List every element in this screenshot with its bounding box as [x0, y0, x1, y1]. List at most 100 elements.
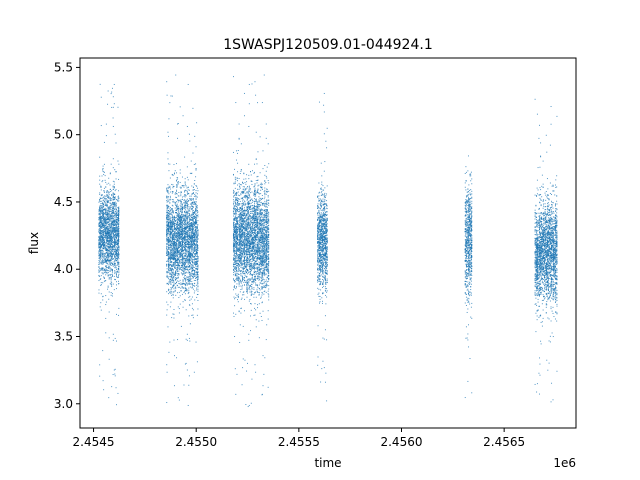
- data-point: [108, 253, 110, 255]
- data-point: [180, 208, 182, 210]
- data-point: [173, 254, 175, 256]
- data-point: [168, 264, 170, 266]
- data-point: [195, 221, 197, 223]
- data-point: [104, 280, 106, 282]
- data-point: [101, 175, 103, 177]
- data-point: [192, 212, 194, 214]
- data-point: [178, 224, 180, 226]
- data-point: [190, 217, 192, 219]
- data-point: [171, 225, 173, 227]
- data-point: [118, 213, 120, 215]
- data-point: [177, 267, 179, 269]
- data-point: [177, 243, 179, 245]
- data-point: [171, 260, 173, 262]
- data-point: [105, 269, 107, 271]
- data-point: [102, 267, 104, 269]
- data-point: [180, 208, 182, 210]
- data-point: [181, 206, 183, 208]
- data-point: [167, 223, 169, 225]
- data-point: [191, 248, 193, 250]
- data-point: [167, 277, 169, 279]
- data-point: [105, 209, 107, 211]
- data-point: [180, 220, 182, 222]
- data-point: [105, 233, 107, 235]
- data-point: [100, 233, 102, 235]
- data-point: [177, 213, 179, 215]
- data-point: [188, 289, 190, 291]
- data-point: [98, 209, 100, 211]
- data-point: [189, 268, 191, 270]
- data-point: [192, 228, 194, 230]
- data-point: [171, 215, 173, 217]
- data-point: [183, 236, 185, 238]
- data-point: [166, 195, 168, 197]
- data-point: [168, 221, 170, 223]
- data-point: [110, 281, 112, 283]
- data-point: [178, 225, 180, 227]
- data-point: [194, 202, 196, 204]
- data-point: [166, 229, 168, 231]
- data-point: [187, 259, 189, 261]
- data-point: [177, 251, 179, 253]
- data-point: [171, 245, 173, 247]
- data-point: [189, 237, 191, 239]
- data-point: [98, 222, 100, 224]
- data-point: [101, 268, 103, 270]
- data-point: [100, 185, 102, 187]
- data-point: [187, 247, 189, 249]
- data-point: [114, 219, 116, 221]
- data-point: [169, 239, 171, 241]
- data-point: [196, 242, 198, 244]
- data-point: [175, 256, 177, 258]
- data-point: [170, 213, 172, 215]
- data-point: [117, 227, 119, 229]
- data-point: [184, 279, 186, 281]
- data-point: [173, 284, 175, 286]
- data-point: [177, 251, 179, 253]
- data-point: [100, 268, 102, 270]
- data-point: [113, 222, 115, 224]
- data-point: [99, 364, 101, 366]
- data-point: [112, 192, 114, 194]
- data-point: [184, 299, 186, 301]
- data-point: [189, 340, 191, 342]
- data-point: [106, 203, 108, 205]
- data-point: [172, 279, 174, 281]
- data-point: [189, 195, 191, 197]
- data-point: [114, 222, 116, 224]
- data-point: [191, 206, 193, 208]
- data-point: [170, 253, 172, 255]
- data-point: [184, 232, 186, 234]
- data-point: [178, 258, 180, 260]
- data-point: [185, 200, 187, 202]
- data-point: [105, 261, 107, 263]
- data-point: [173, 237, 175, 239]
- data-point: [101, 232, 103, 234]
- data-point: [185, 249, 187, 251]
- data-point: [168, 242, 170, 244]
- data-point: [195, 168, 197, 170]
- data-point: [104, 224, 106, 226]
- data-point: [188, 253, 190, 255]
- data-point: [100, 218, 102, 220]
- data-point: [99, 232, 101, 234]
- data-point: [194, 263, 196, 265]
- data-point: [100, 268, 102, 270]
- data-point: [118, 255, 120, 257]
- data-point: [102, 237, 104, 239]
- data-point: [107, 253, 109, 255]
- data-point: [186, 204, 188, 206]
- data-point: [181, 250, 183, 252]
- data-point: [112, 231, 114, 233]
- data-point: [186, 225, 188, 227]
- data-point: [108, 232, 110, 234]
- data-point: [100, 239, 102, 241]
- data-point: [176, 212, 178, 214]
- data-point: [177, 292, 179, 294]
- data-point: [112, 205, 114, 207]
- data-point: [103, 197, 105, 199]
- data-point: [115, 236, 117, 238]
- data-point: [112, 242, 114, 244]
- data-point: [178, 220, 180, 222]
- data-point: [173, 247, 175, 249]
